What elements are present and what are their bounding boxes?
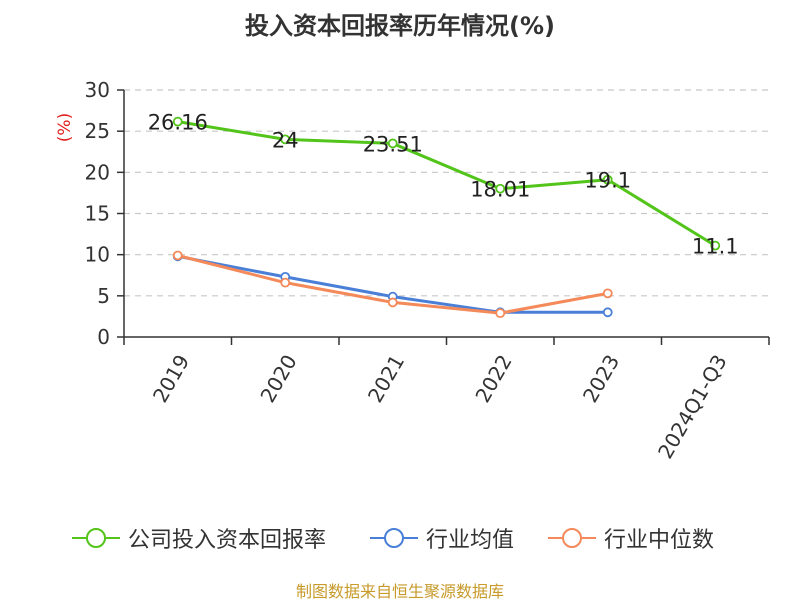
data-source-note: 制图数据来自恒生聚源数据库 — [295, 582, 504, 601]
legend: 公司投入资本回报率 行业均值 行业中位数 — [0, 518, 800, 558]
legend-swatch-company — [72, 528, 120, 548]
data-point-s2-2019 — [172, 250, 183, 261]
chart-title: 投入资本回报率历年情况(%) — [245, 12, 555, 40]
legend-item-company[interactable]: 公司投入资本回报率 — [72, 518, 326, 558]
x-tick-label-2019: 2019 — [148, 351, 194, 407]
legend-label-industry-mean: 行业均值 — [426, 528, 515, 553]
y-tick-label-10: 10 — [85, 243, 110, 267]
data-label-s0-2021: 23.51 — [363, 132, 423, 156]
data-point-s0-2024Q1-Q3 — [710, 240, 721, 251]
data-point-s0-2021 — [387, 138, 398, 149]
data-point-s2-2020 — [280, 277, 291, 288]
data-point-s2-2023 — [602, 288, 613, 299]
data-point-s0-2022 — [495, 183, 506, 194]
data-point-s0-2019 — [172, 116, 183, 127]
data-point-s0-2020 — [280, 134, 291, 145]
x-tick-label-2020: 2020 — [255, 351, 301, 407]
data-label-s0-2023: 19.1 — [584, 169, 631, 193]
legend-label-company: 公司投入资本回报率 — [128, 528, 327, 553]
y-axis-label: (%) — [55, 113, 75, 142]
legend-item-industry-median[interactable]: 行业中位数 — [548, 518, 714, 558]
data-point-s2-2022 — [495, 308, 506, 319]
legend-swatch-industry-median — [548, 528, 596, 548]
y-tick-label-25: 25 — [85, 119, 110, 143]
data-label-s0-2020: 24 — [272, 128, 299, 152]
x-tick-label-2024Q1-Q3: 2024Q1-Q3 — [653, 351, 732, 463]
data-point-s1-2023 — [602, 307, 613, 318]
series-line-0 — [177, 120, 717, 247]
data-label-s0-2024Q1-Q3: 11.1 — [692, 235, 739, 259]
data-label-s0-2019: 26.16 — [148, 111, 208, 135]
legend-item-industry-mean[interactable]: 行业均值 — [370, 518, 514, 558]
data-point-s0-2023 — [602, 174, 613, 185]
y-tick-label-5: 5 — [97, 284, 110, 308]
y-tick-label-15: 15 — [85, 202, 110, 226]
y-tick-label-30: 30 — [85, 78, 110, 102]
y-tick-label-0: 0 — [97, 325, 110, 349]
x-tick-label-2021: 2021 — [363, 351, 409, 407]
data-point-s2-2021 — [387, 297, 398, 308]
data-label-s0-2022: 18.01 — [470, 178, 530, 202]
legend-swatch-industry-mean — [370, 528, 418, 548]
x-tick-label-2022: 2022 — [470, 351, 516, 407]
x-tick-label-2023: 2023 — [578, 351, 624, 407]
legend-label-industry-median: 行业中位数 — [604, 528, 715, 553]
y-tick-label-20: 20 — [85, 160, 110, 184]
